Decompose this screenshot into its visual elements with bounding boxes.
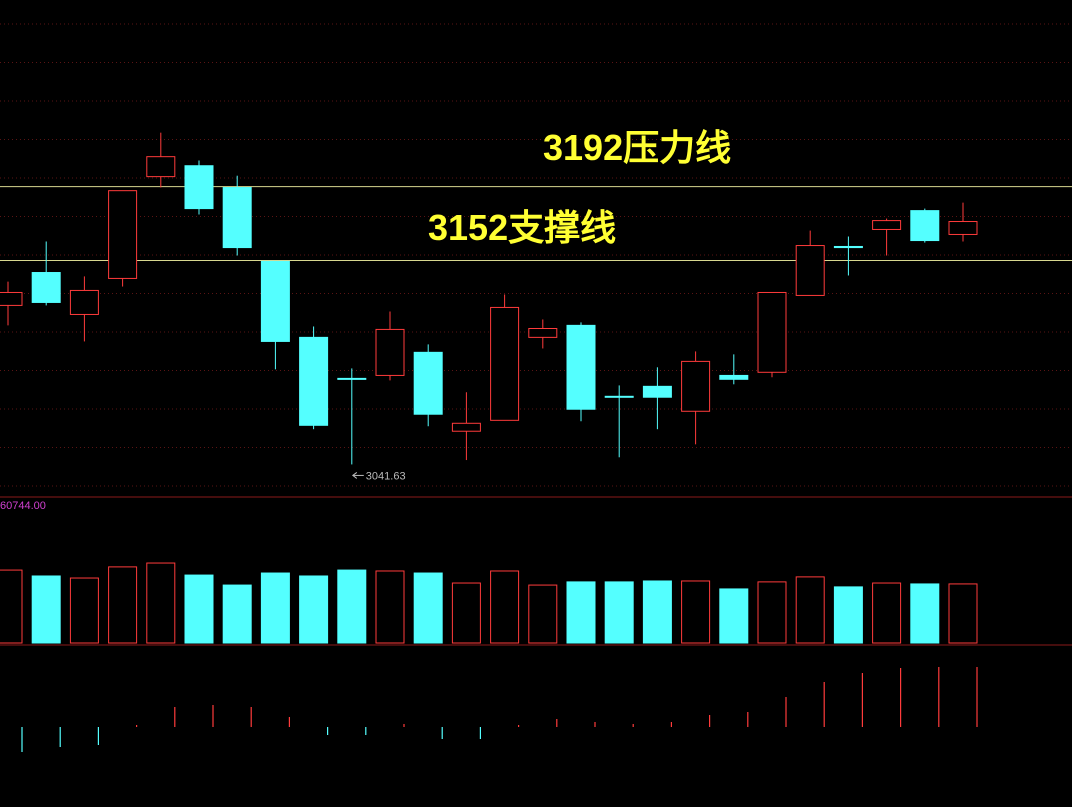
candle-body xyxy=(795,245,825,296)
candle-body xyxy=(260,260,290,342)
candle-body xyxy=(69,289,99,315)
volume-bar xyxy=(795,576,825,644)
volume-bar xyxy=(0,569,23,644)
candle-body xyxy=(184,165,214,210)
candle-body xyxy=(0,291,23,306)
volume-bar xyxy=(69,577,99,644)
volume-bar xyxy=(31,575,61,644)
volume-bar xyxy=(184,574,214,644)
candle-body xyxy=(375,328,405,376)
volume-bar xyxy=(681,580,711,644)
level-label: 3152支撑线 xyxy=(428,207,616,248)
candle-body xyxy=(222,187,252,249)
candle-body xyxy=(146,156,176,178)
volume-tick-label: 60744.00 xyxy=(0,500,46,512)
candle-body xyxy=(299,336,329,426)
volume-bar xyxy=(948,583,978,644)
candle-body xyxy=(910,210,940,242)
volume-bar xyxy=(872,582,902,644)
volume-bar xyxy=(910,583,940,644)
candle-body xyxy=(490,306,520,421)
candle-body xyxy=(948,221,978,235)
candle-body xyxy=(604,395,634,398)
candle-body xyxy=(757,291,787,373)
volume-bar xyxy=(757,581,787,644)
candle-body xyxy=(833,245,863,249)
candle-body xyxy=(108,190,138,279)
candle-body xyxy=(642,385,672,398)
volume-bar xyxy=(490,570,520,644)
volume-bar xyxy=(719,588,749,644)
level-label: 3192压力线 xyxy=(543,127,731,168)
volume-bar xyxy=(642,580,672,644)
volume-bar xyxy=(337,569,367,644)
volume-bar xyxy=(604,581,634,644)
candle-body xyxy=(719,374,749,380)
volume-bar xyxy=(146,562,176,644)
volume-bar xyxy=(566,581,596,644)
candle-body xyxy=(681,360,711,412)
volume-bar xyxy=(451,582,481,644)
volume-bar xyxy=(108,566,138,644)
low-label: 3041.63 xyxy=(366,470,406,482)
candle-body xyxy=(451,422,481,432)
volume-bar xyxy=(413,572,443,644)
volume-bar xyxy=(222,584,252,644)
candle-body xyxy=(31,272,61,303)
candle-body xyxy=(872,220,902,230)
volume-bar xyxy=(528,584,558,644)
candle-body xyxy=(566,324,596,410)
candle-body xyxy=(528,328,558,338)
volume-bar xyxy=(375,570,405,644)
candle-body xyxy=(413,351,443,415)
volume-bar xyxy=(260,572,290,644)
low-arrow-head xyxy=(351,472,358,479)
volume-bar xyxy=(299,575,329,644)
candle-body xyxy=(337,377,367,380)
volume-bar xyxy=(833,586,863,644)
